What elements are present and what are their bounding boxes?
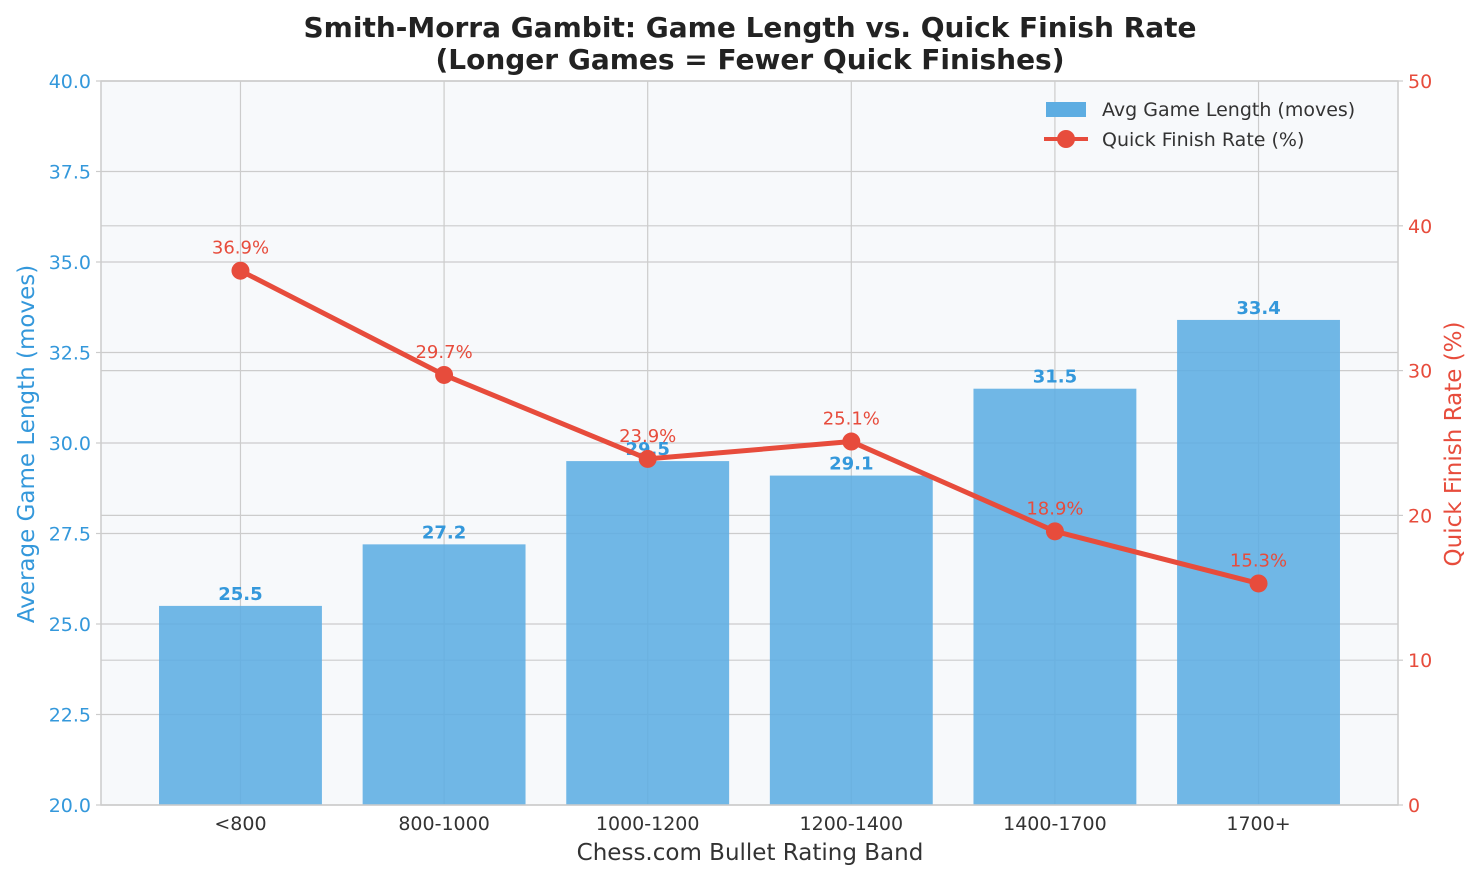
chart-title: Smith-Morra Gambit: Game Length vs. Quic…: [304, 11, 1197, 44]
y-axis-label-right: Quick Finish Rate (%): [1441, 322, 1467, 567]
bar-value-label: 25.5: [218, 584, 262, 605]
line-value-label: 15.3%: [1230, 550, 1287, 571]
legend-swatch-bar: [1046, 102, 1086, 117]
line-path: [237, 268, 1262, 586]
bar: [566, 461, 730, 805]
x-axis-ticks: <800 800-1000 1000-1200 1200-1400 1400-1700 1…: [214, 813, 1290, 835]
left-tick-label: 35.0: [49, 252, 91, 274]
bar-value-label: 29.1: [829, 454, 873, 475]
line-value-label: 18.9%: [1026, 498, 1083, 519]
left-axis-ticks: 20.0 22.5 25.0 27.5 30.0 32.5 35.0 37.5 40.0: [49, 71, 101, 817]
left-tick-label: 27.5: [49, 524, 91, 546]
line-value-label: 36.9%: [212, 238, 269, 259]
line-marker: [638, 449, 657, 468]
line-value-labels: 36.9% 29.7% 23.9% 25.1% 18.9% 15.3%: [212, 238, 1287, 572]
right-tick-label: 50: [1408, 71, 1432, 93]
right-tick-label: 30: [1408, 361, 1432, 383]
line-marker: [231, 261, 250, 280]
left-tick-label: 40.0: [49, 71, 91, 93]
line-marker: [1249, 574, 1268, 593]
legend-swatch-marker: [1057, 130, 1075, 148]
legend-label-bar: Avg Game Length (moves): [1102, 99, 1355, 121]
bar-value-label: 31.5: [1033, 367, 1077, 388]
x-tick-label: 1700+: [1226, 813, 1290, 835]
x-tick-label: 1200-1400: [800, 813, 904, 835]
bar-value-label: 33.4: [1236, 298, 1280, 319]
left-tick-label: 25.0: [49, 614, 91, 636]
x-tick-label: 1000-1200: [596, 813, 700, 835]
chart-subtitle: (Longer Games = Fewer Quick Finishes): [435, 43, 1064, 76]
x-tick-label: <800: [214, 813, 266, 835]
left-tick-label: 30.0: [49, 433, 91, 455]
x-tick-label: 800-1000: [398, 813, 489, 835]
right-tick-label: 40: [1408, 216, 1432, 238]
bar: [159, 605, 322, 805]
bar: [973, 388, 1137, 805]
right-tick-label: 20: [1408, 505, 1432, 527]
x-tick-label: 1400-1700: [1003, 813, 1107, 835]
line-marker: [1045, 522, 1064, 541]
line-value-label: 29.7%: [415, 342, 472, 363]
y-axis-label-left: Average Game Length (moves): [14, 265, 40, 623]
line-marker: [435, 365, 454, 384]
legend-label-line: Quick Finish Rate (%): [1102, 129, 1304, 151]
line-value-label: 23.9%: [619, 426, 676, 447]
bar-series: [159, 319, 1340, 805]
bar: [769, 475, 933, 805]
legend: Avg Game Length (moves) Quick Finish Rat…: [1044, 99, 1355, 151]
left-tick-label: 20.0: [49, 795, 91, 817]
right-tick-label: 10: [1408, 650, 1432, 672]
right-axis-ticks: 0 10 20 30 40 50: [1398, 71, 1432, 817]
left-tick-label: 37.5: [49, 162, 91, 184]
bar: [362, 544, 526, 805]
line-series: [231, 261, 1268, 593]
bar-value-label: 27.2: [422, 522, 466, 543]
left-tick-label: 32.5: [49, 343, 91, 365]
line-value-label: 25.1%: [823, 409, 880, 430]
right-tick-label: 0: [1408, 795, 1420, 817]
line-marker: [842, 432, 861, 451]
left-tick-label: 22.5: [49, 705, 91, 727]
bar: [1177, 319, 1340, 805]
x-axis-label: Chess.com Bullet Rating Band: [577, 840, 924, 866]
